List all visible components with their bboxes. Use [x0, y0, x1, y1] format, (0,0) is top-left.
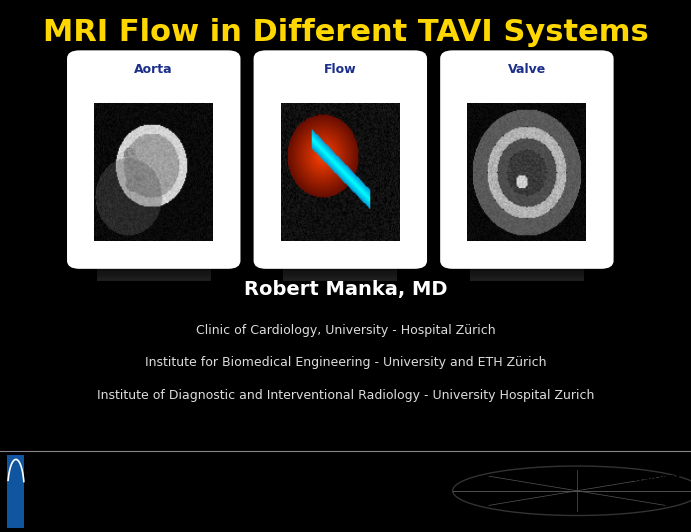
FancyBboxPatch shape [254, 51, 427, 269]
Text: Aorta: Aorta [135, 63, 173, 76]
FancyBboxPatch shape [470, 268, 584, 271]
Bar [7, 455, 24, 528]
FancyBboxPatch shape [97, 273, 211, 276]
FancyBboxPatch shape [97, 276, 211, 278]
FancyBboxPatch shape [440, 51, 614, 269]
Text: ETH: ETH [276, 466, 324, 483]
FancyBboxPatch shape [97, 268, 211, 271]
FancyBboxPatch shape [97, 271, 211, 273]
Text: Zurich: Zurich [38, 502, 75, 512]
FancyBboxPatch shape [283, 268, 397, 271]
FancyBboxPatch shape [283, 271, 397, 273]
FancyBboxPatch shape [470, 276, 584, 278]
Text: Swiss Federal Institute of Technology Zurich: Swiss Federal Institute of Technology Zu… [276, 509, 430, 515]
Text: MRI Flow in Different TAVI Systems: MRI Flow in Different TAVI Systems [43, 18, 648, 47]
FancyBboxPatch shape [97, 266, 211, 268]
FancyBboxPatch shape [470, 273, 584, 276]
FancyBboxPatch shape [470, 278, 584, 281]
FancyBboxPatch shape [470, 266, 584, 268]
Text: University of: University of [605, 473, 680, 484]
FancyBboxPatch shape [283, 276, 397, 278]
Text: UniversityHospital: UniversityHospital [38, 476, 147, 486]
Text: Robert Manka, MD: Robert Manka, MD [244, 280, 447, 300]
Text: Flow: Flow [324, 63, 357, 76]
Text: Institute of Diagnostic and Interventional Radiology - University Hospital Zuric: Institute of Diagnostic and Intervention… [97, 389, 594, 402]
FancyBboxPatch shape [283, 278, 397, 281]
Text: Clinic of Cardiology, University - Hospital Zürich: Clinic of Cardiology, University - Hospi… [196, 324, 495, 337]
Text: Eidgenössische Technische Hochschule Zürich: Eidgenössische Technische Hochschule Zür… [276, 494, 438, 501]
FancyBboxPatch shape [97, 278, 211, 281]
Text: Institute for Biomedical Engineering - University and ETH Zürich: Institute for Biomedical Engineering - U… [144, 356, 547, 369]
FancyBboxPatch shape [283, 273, 397, 276]
Text: Zurich: Zurich [605, 501, 642, 511]
FancyBboxPatch shape [67, 51, 240, 269]
FancyBboxPatch shape [470, 271, 584, 273]
Text: Valve: Valve [508, 63, 546, 76]
FancyBboxPatch shape [283, 266, 397, 268]
